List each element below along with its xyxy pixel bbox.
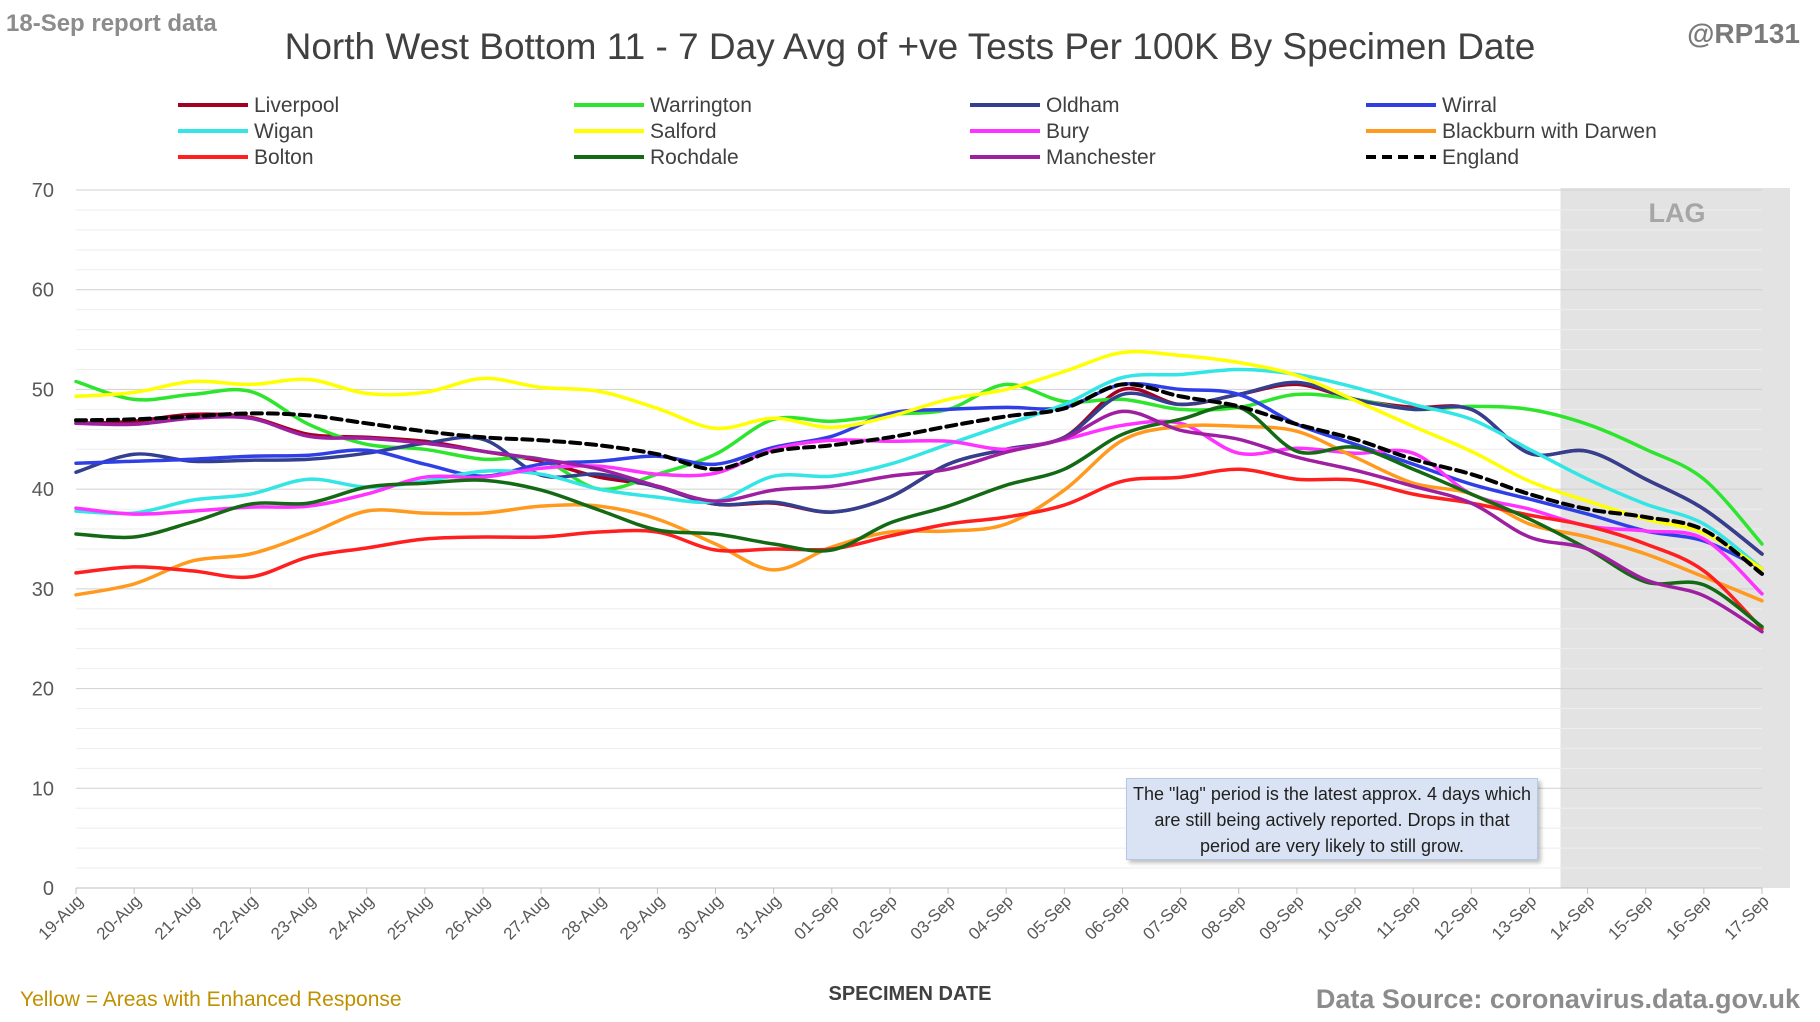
- x-tick-label: 25-Aug: [383, 891, 435, 943]
- x-tick-label: 01-Sep: [790, 891, 842, 943]
- x-tick-label: 04-Sep: [965, 891, 1017, 943]
- legend-label-salford: Salford: [650, 120, 717, 143]
- x-tick-label: 11-Sep: [1373, 891, 1424, 942]
- series-line-salford: [74, 349, 1764, 571]
- x-tick-label: 09-Sep: [1256, 891, 1308, 943]
- x-tick-label: 07-Sep: [1139, 891, 1191, 943]
- x-tick-label: 17-Sep: [1721, 891, 1773, 943]
- data-source: Data Source: coronavirus.data.gov.uk: [1315, 984, 1800, 1014]
- x-tick-label: 03-Sep: [907, 891, 959, 943]
- x-tick-label: 30-Aug: [674, 891, 726, 943]
- legend-label-bolton: Bolton: [254, 146, 314, 169]
- series-line-bury: [74, 419, 1764, 596]
- y-tick-label: 0: [43, 878, 54, 900]
- x-tick-label: 24-Aug: [325, 891, 377, 943]
- x-tick-label: 12-Sep: [1430, 891, 1482, 943]
- y-tick-label: 50: [32, 379, 54, 401]
- x-tick-label: 08-Sep: [1197, 891, 1249, 943]
- x-tick-label: 23-Aug: [267, 891, 319, 943]
- y-tick-label: 60: [32, 280, 54, 302]
- series-line-oldham: [74, 380, 1764, 556]
- author-handle: @RP131: [1687, 18, 1800, 49]
- legend-label-england: England: [1442, 146, 1519, 169]
- x-tick-label: 29-Aug: [616, 891, 668, 943]
- legend-label-liverpool: Liverpool: [254, 94, 339, 117]
- x-tick-label: 20-Aug: [93, 891, 145, 943]
- x-tick-label: 10-Sep: [1314, 891, 1366, 943]
- enhanced-response-footnote: Yellow = Areas with Enhanced Response: [20, 988, 402, 1011]
- series-line-bolton: [74, 467, 1764, 631]
- y-tick-label: 40: [32, 479, 54, 501]
- series-line-manchester: [74, 409, 1764, 634]
- x-tick-label: 27-Aug: [500, 891, 552, 943]
- legend-label-warrington: Warrington: [650, 94, 752, 117]
- x-tick-label: 31-Aug: [732, 891, 784, 943]
- legend-label-wirral: Wirral: [1442, 94, 1497, 117]
- report-date: 18-Sep report data: [6, 10, 217, 37]
- x-tick-label: 02-Sep: [849, 891, 901, 943]
- legend-label-manchester: Manchester: [1046, 146, 1156, 169]
- legend: Liverpool Warrington Oldham Wirral Wigan Salf…: [178, 94, 1657, 169]
- x-tick-label: 14-Sep: [1546, 891, 1598, 943]
- y-tick-label: 30: [32, 579, 54, 601]
- lag-label: LAG: [1648, 198, 1706, 228]
- lag-note-box: The "lag" period is the latest approx. 4…: [1126, 778, 1538, 860]
- series-line-england: [74, 382, 1764, 576]
- series-line-rochdale: [74, 404, 1764, 629]
- chart-title: North West Bottom 11 - 7 Day Avg of +ve …: [284, 26, 1536, 67]
- x-tick-label: 13-Sep: [1488, 891, 1540, 943]
- x-tick-label: 05-Sep: [1023, 891, 1075, 943]
- x-axis: 19-Aug 20-Aug 21-Aug 22-Aug 23-Aug 24-Aug 25-A…: [35, 887, 1773, 944]
- x-tick-label: 06-Sep: [1081, 891, 1133, 943]
- legend-label-oldham: Oldham: [1046, 94, 1120, 117]
- legend-label-rochdale: Rochdale: [650, 146, 739, 169]
- x-tick-label: 28-Aug: [558, 891, 610, 943]
- y-tick-label: 20: [32, 679, 54, 701]
- legend-label-bury: Bury: [1046, 120, 1090, 143]
- x-tick-label: 15-Sep: [1604, 891, 1656, 943]
- lag-region: [1560, 188, 1790, 888]
- series-line-wirral: [74, 381, 1764, 571]
- y-tick-label: 10: [32, 778, 54, 800]
- x-tick-label: 16-Sep: [1662, 891, 1714, 943]
- legend-label-blackburn-with-darwen: Blackburn with Darwen: [1442, 120, 1657, 143]
- x-tick-label: 22-Aug: [209, 891, 261, 943]
- y-tick-label: 70: [32, 180, 54, 202]
- x-axis-title: SPECIMEN DATE: [828, 983, 992, 1005]
- series-line-warrington: [74, 379, 1764, 546]
- legend-label-wigan: Wigan: [254, 120, 314, 143]
- series-lines: [74, 349, 1764, 634]
- y-axis-ticks: 0 10 20 30 40 50 60 70: [32, 180, 54, 900]
- x-tick-label: 21-Aug: [151, 891, 203, 943]
- x-tick-label: 26-Aug: [442, 891, 494, 943]
